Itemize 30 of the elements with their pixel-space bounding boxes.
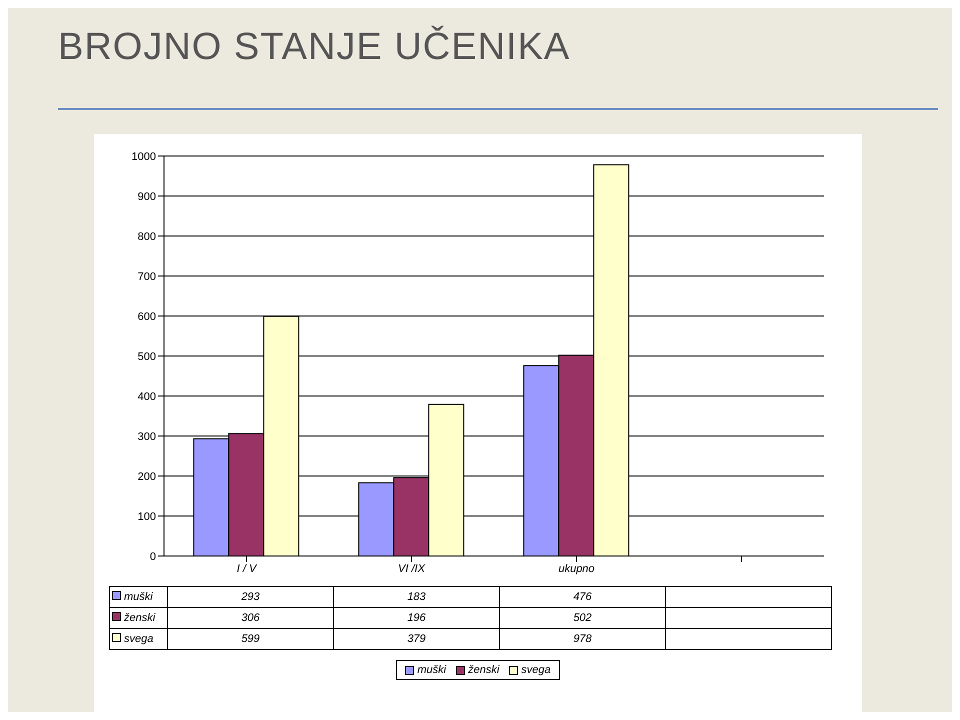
y-tick-label: 700 (138, 270, 156, 283)
data-label: 978 (500, 628, 666, 650)
legend-label: ženski (110, 608, 168, 628)
x-tick-label: ukupno (558, 562, 595, 575)
text: muški (417, 664, 446, 676)
y-tick-label: 300 (138, 430, 156, 443)
text: ženski (468, 664, 500, 676)
y-tick-label: 100 (138, 510, 156, 523)
y-tick-label: 500 (138, 350, 156, 363)
y-tick-label: 900 (138, 190, 156, 203)
text: svega (124, 633, 154, 645)
data-label: 196 (334, 608, 500, 628)
y-tick-label: 800 (138, 230, 156, 243)
x-tick-label: I / V (236, 562, 258, 575)
chart-title: BROJNO STANJE UČENIKA (58, 26, 570, 69)
y-tick-label: 400 (138, 390, 156, 403)
data-label: 599 (168, 628, 334, 650)
data-label: 293 (168, 586, 334, 608)
x-tick-label: VI /IX (398, 562, 426, 575)
data-label: 476 (500, 586, 666, 608)
y-tick-label: 0 (150, 550, 156, 563)
y-tick-label: 600 (138, 310, 156, 323)
data-label: 183 (334, 586, 500, 608)
legend-label: muški (110, 586, 168, 608)
legend-label: svega (520, 664, 551, 676)
y-tick-label: 1000 (132, 150, 156, 163)
data-label: 502 (500, 608, 666, 628)
y-tick-label: 200 (138, 470, 156, 483)
data-label: 379 (334, 628, 500, 650)
data-label: 306 (168, 608, 334, 628)
